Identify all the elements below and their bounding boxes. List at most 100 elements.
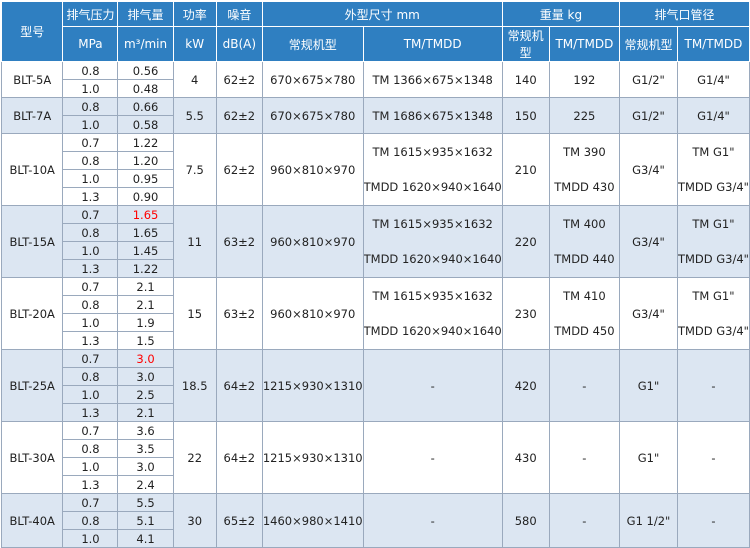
- weight-tm: TM 410: [563, 288, 606, 303]
- outlet-tm-stack: G1/4": [678, 63, 748, 97]
- power: 22: [187, 450, 203, 465]
- data-row: 0.8 1.65: [2, 223, 750, 242]
- weight-tm-stack: TM 390 TMDD 430: [550, 135, 618, 205]
- weight-tm: TMDD 450: [554, 324, 615, 339]
- power-cell: 5.5: [172, 97, 217, 134]
- noise: 62±2: [223, 162, 256, 177]
- weight: 420: [514, 378, 537, 393]
- model: BLT-40A: [9, 513, 55, 528]
- flow: 2.1: [117, 403, 174, 422]
- header-cell: TM/TMDD: [548, 26, 621, 62]
- weight: 230: [514, 306, 537, 321]
- outlet: G1/2": [632, 108, 665, 123]
- header-cell: 排气口管径: [619, 1, 750, 27]
- power-cell: 22: [172, 421, 217, 494]
- pressure: 1.0: [62, 79, 119, 98]
- noise-cell: 65±2: [215, 493, 263, 548]
- header-cell: m³/min: [117, 26, 174, 62]
- noise: 63±2: [223, 306, 256, 321]
- flow: 1.22: [117, 259, 174, 278]
- weight-cell: 430: [501, 421, 550, 494]
- pressure: 1.3: [62, 403, 119, 422]
- dims-tm-stack: -: [364, 351, 501, 421]
- flow: 1.5: [117, 331, 174, 350]
- weight-tm-cell: 192: [548, 61, 621, 98]
- noise-cell: 64±2: [215, 349, 263, 422]
- dims-tm: -: [430, 378, 435, 393]
- dims: 960×810×970: [270, 306, 356, 321]
- model-cell: BLT-20A: [0, 277, 64, 350]
- outlet-tm-stack: -: [678, 351, 748, 421]
- dims-cell: 960×810×970: [261, 277, 364, 350]
- model: BLT-10A: [9, 162, 55, 177]
- outlet-tm: TM G1": [692, 144, 735, 159]
- dims-tm: -: [430, 513, 435, 528]
- outlet-tm-stack: G1/4": [678, 99, 748, 133]
- noise-cell: 64±2: [215, 421, 263, 494]
- outlet: G3/4": [632, 162, 665, 177]
- header-cell: 常规机型: [501, 26, 550, 62]
- weight-tm: TM 390: [563, 144, 606, 159]
- data-row: 0.8 3.0: [2, 367, 750, 386]
- weight-cell: 150: [501, 97, 550, 134]
- outlet-tm-stack: TM G1" TMDD G3/4": [678, 135, 748, 205]
- weight-tm-stack: -: [550, 423, 618, 493]
- noise: 64±2: [223, 450, 256, 465]
- pressure: 0.8: [62, 97, 119, 116]
- header-cell: kW: [172, 26, 217, 62]
- dims-tm-stack: TM 1686×675×1348: [364, 99, 501, 133]
- noise: 65±2: [223, 513, 256, 528]
- dims-cell: 670×675×780: [261, 61, 364, 98]
- dims: 670×675×780: [270, 72, 356, 87]
- model: BLT-25A: [9, 378, 55, 393]
- noise-cell: 63±2: [215, 277, 263, 350]
- flow: 1.9: [117, 313, 174, 332]
- dims-tm: TM 1366×675×1348: [372, 72, 493, 87]
- weight-tm-stack: TM 410 TMDD 450: [550, 279, 618, 349]
- dims-cell: 1215×930×1310: [261, 421, 364, 494]
- noise-cell: 62±2: [215, 97, 263, 134]
- outlet-cell: G1/2": [619, 97, 678, 134]
- weight-tm: 225: [573, 108, 596, 123]
- dims: 1215×930×1310: [262, 450, 363, 465]
- outlet-tm-stack: -: [678, 495, 748, 547]
- flow: 1.20: [117, 151, 174, 170]
- header-cell: 排气量: [117, 1, 174, 27]
- pressure: 0.8: [62, 367, 119, 386]
- weight-tm-cell: TM 390 TMDD 430: [548, 133, 621, 206]
- outlet: G1": [637, 378, 660, 393]
- pressure: 1.0: [62, 241, 119, 260]
- dims-cell: 670×675×780: [261, 97, 364, 134]
- power-cell: 7.5: [172, 133, 217, 206]
- pressure: 0.7: [62, 133, 119, 152]
- weight-tm-cell: -: [548, 421, 621, 494]
- noise: 62±2: [223, 72, 256, 87]
- dims-tm-stack: TM 1366×675×1348: [364, 63, 501, 97]
- outlet-cell: G1": [619, 421, 678, 494]
- weight: 150: [514, 108, 537, 123]
- flow: 3.0: [117, 349, 174, 368]
- weight: 430: [514, 450, 537, 465]
- dims-tm: TMDD 1620×940×1640: [363, 252, 502, 267]
- power-cell: 11: [172, 205, 217, 278]
- weight-cell: 140: [501, 61, 550, 98]
- pressure: 1.3: [62, 259, 119, 278]
- dims-tm-stack: TM 1615×935×1632 TMDD 1620×940×1640: [364, 135, 501, 205]
- weight-tm: -: [582, 513, 587, 528]
- outlet-tm-stack: TM G1" TMDD G3/4": [678, 279, 748, 349]
- data-row: 1.0 0.58: [2, 115, 750, 134]
- pressure: 0.8: [62, 511, 119, 530]
- model-cell: BLT-25A: [0, 349, 64, 422]
- header-cell: 型号: [0, 1, 64, 62]
- dims-tm-cell: TM 1366×675×1348: [362, 61, 503, 98]
- outlet-tm: TMDD G3/4": [677, 252, 749, 267]
- dims-tm-cell: TM 1615×935×1632 TMDD 1620×940×1640: [362, 133, 503, 206]
- flow: 0.48: [117, 79, 174, 98]
- dims-tm: TM 1615×935×1632: [372, 288, 493, 303]
- data-row: BLT-30A 0.7 3.6 22 64±2 1215×930×1310 - 430 - G1"…: [0, 421, 750, 494]
- outlet-cell: G1/2": [619, 61, 678, 98]
- power-cell: 18.5: [172, 349, 217, 422]
- header-row: MPa m³/min kW dB(A) 常规机型 TM/TMDD 常规机型 TM/TMDD 常规…: [2, 26, 750, 62]
- weight-cell: 230: [501, 277, 550, 350]
- outlet-tm-stack: -: [678, 423, 748, 493]
